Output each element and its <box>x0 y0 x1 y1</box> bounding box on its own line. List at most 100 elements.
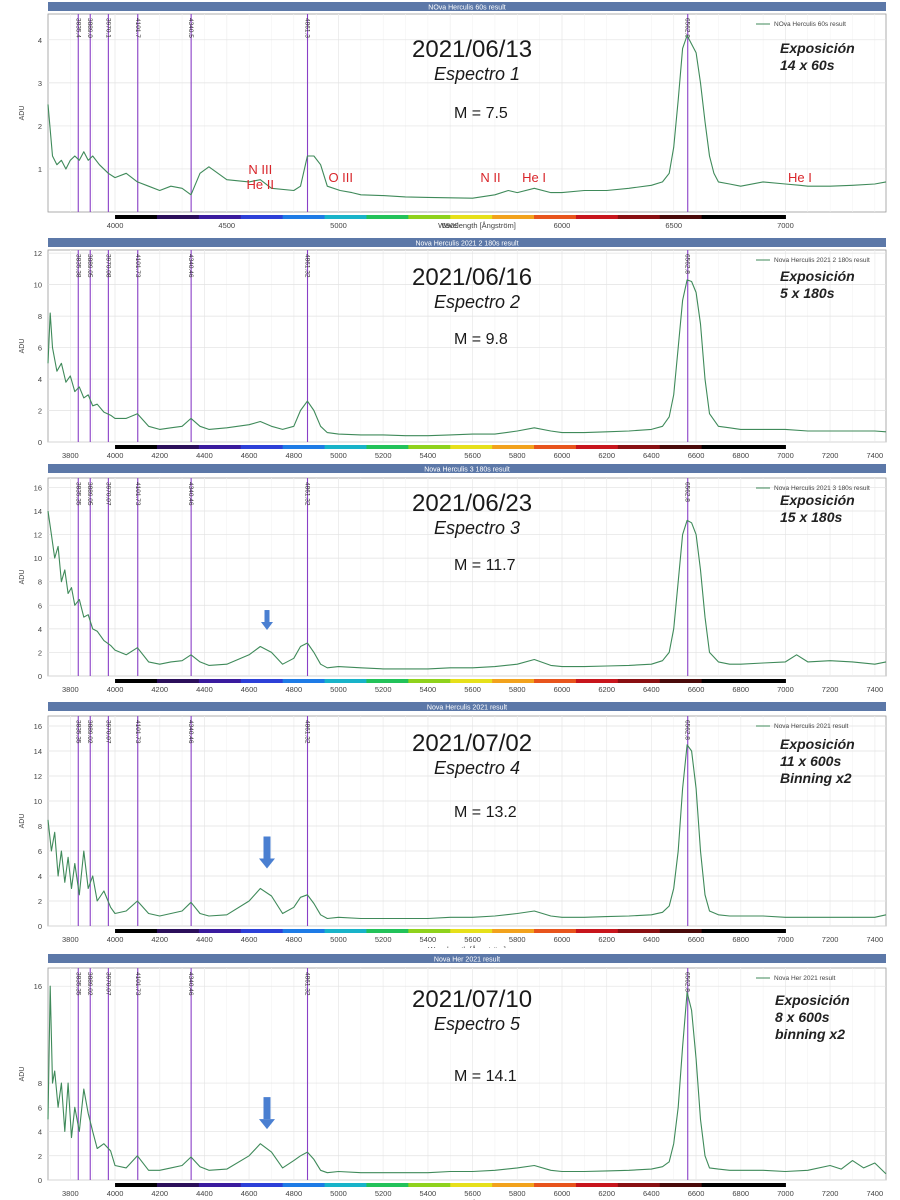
x-tick-label: 6400 <box>643 685 660 694</box>
wavelength-color-bar-segment <box>617 215 661 219</box>
spectrum-panel-1: NOva Herculis 60s result 4000 4500 5000 5500… <box>0 0 900 232</box>
x-tick-label: 5600 <box>464 685 481 694</box>
y-tick-label: 12 <box>34 772 42 781</box>
wavelength-color-bar-segment <box>115 215 158 219</box>
x-axis-label: Wavelength [Ångström] <box>438 221 516 230</box>
wavelength-color-bar-segment <box>408 215 451 219</box>
magnitude-label: M = 9.8 <box>454 331 508 348</box>
wavelength-color-bar-segment <box>492 929 535 933</box>
observation-date: 2021/06/13 <box>412 36 533 63</box>
x-tick-label: 5000 <box>330 451 347 460</box>
plot-area <box>47 967 887 1181</box>
wavelength-color-bar-segment <box>575 215 619 219</box>
y-tick-label: 14 <box>34 507 42 516</box>
wavelength-color-bar-segment <box>701 215 745 219</box>
wavelength-color-bar-segment <box>534 929 577 933</box>
x-tick-label: 3800 <box>62 1189 79 1198</box>
x-tick-label: 4600 <box>241 1189 258 1198</box>
y-tick-label: 1 <box>38 165 42 174</box>
wavelength-color-bar-segment <box>198 215 242 219</box>
x-tick-label: 5800 <box>509 451 526 460</box>
spectral-line-label: 4101.73 <box>134 972 141 996</box>
wavelength-color-bar-segment <box>659 215 703 219</box>
x-tick-label: 5000 <box>330 221 347 230</box>
spectrum-series-line <box>47 34 887 199</box>
x-tick-label: 6600 <box>688 451 705 460</box>
y-axis-label: ADU <box>19 570 26 585</box>
wavelength-color-bar-segment <box>492 679 535 683</box>
y-axis-label: ADU <box>19 339 26 354</box>
x-tick-label: 6800 <box>732 935 749 944</box>
spectrum-panel-4: Nova Herculis 2021 result 3800 4000 4200 440… <box>0 700 900 948</box>
spectrum-series-line <box>47 985 887 1175</box>
x-tick-label: 5800 <box>509 1189 526 1198</box>
x-tick-label: 5600 <box>464 451 481 460</box>
emission-arrow <box>258 1097 275 1130</box>
x-tick-label: 7400 <box>866 451 883 460</box>
spectrum-series-line <box>47 279 887 437</box>
x-tick-label: 5600 <box>464 935 481 944</box>
spectrum-title: Espectro 4 <box>434 758 521 778</box>
exposure-note: Exposición 11 x 600s Binning x2 <box>780 736 855 786</box>
wavelength-color-bar-segment <box>240 679 284 683</box>
x-tick-label: 6000 <box>554 451 571 460</box>
x-tick-label: 7200 <box>822 1189 839 1198</box>
x-tick-label: 6200 <box>598 1189 615 1198</box>
spectrum-chart-4: Nova Herculis 2021 result 3800 4000 4200 440… <box>19 702 887 948</box>
spectral-line-label: 3970.07 <box>104 482 111 506</box>
ion-label: O III <box>328 170 354 185</box>
wavelength-color-bar-segment <box>617 1183 661 1187</box>
spectrum-panel-3: Nova Herculis 3 180s result 3800 4000 4200 4… <box>0 462 900 694</box>
x-tick-label: 6800 <box>732 1189 749 1198</box>
wavelength-color-bar-segment <box>575 929 619 933</box>
x-tick-label: 6600 <box>688 685 705 694</box>
x-tick-label: 5400 <box>420 451 437 460</box>
y-tick-label: 0 <box>38 922 42 931</box>
spectral-line-label: 4101.73 <box>134 254 141 278</box>
spectral-line-label: 6562.8 <box>684 482 691 502</box>
x-tick-label: 6400 <box>643 935 660 944</box>
wavelength-color-bar-segment <box>366 445 409 449</box>
y-tick-label: 10 <box>34 797 42 806</box>
exposure-note: Exposición 8 x 600s binning x2 <box>775 992 850 1042</box>
window-title: Nova Her 2021 result <box>434 957 500 964</box>
x-tick-label: 5500 <box>442 221 459 230</box>
wavelength-color-bar-segment <box>156 929 200 933</box>
y-tick-label: 16 <box>34 722 42 731</box>
observation-date: 2021/06/23 <box>412 490 533 517</box>
wavelength-color-bar-segment <box>492 215 535 219</box>
x-tick-label: 4400 <box>196 685 213 694</box>
y-tick-label: 4 <box>38 36 42 45</box>
spectrum-chart-2: Nova Herculis 2021 2 180s result 3800 4000… <box>19 238 887 460</box>
spectral-line-label: 4861.32 <box>304 720 311 744</box>
wavelength-color-bar-segment <box>324 445 367 449</box>
observation-date: 2021/06/16 <box>412 264 533 291</box>
x-tick-label: 7000 <box>777 1189 794 1198</box>
wavelength-color-bar-segment <box>701 679 745 683</box>
wavelength-color-bar-segment <box>198 445 242 449</box>
window-title: Nova Herculis 3 180s result <box>424 467 510 474</box>
magnitude-label: M = 13.2 <box>454 804 517 821</box>
x-tick-label: 4000 <box>107 685 124 694</box>
x-tick-label: 4800 <box>285 1189 302 1198</box>
plot-area <box>47 249 887 443</box>
wavelength-color-bar-segment <box>659 679 703 683</box>
y-tick-label: 12 <box>34 531 42 540</box>
y-tick-label: 2 <box>38 648 42 657</box>
spectral-line-label: 3970.1 <box>104 18 111 38</box>
spectrum-panel-2: Nova Herculis 2021 2 180s result 3800 4000… <box>0 236 900 460</box>
wavelength-color-bar-segment <box>659 1183 703 1187</box>
x-tick-label: 4400 <box>196 1189 213 1198</box>
wavelength-color-bar-segment <box>366 1183 409 1187</box>
spectrum-title: Espectro 5 <box>434 1014 521 1034</box>
y-tick-label: 16 <box>34 982 42 991</box>
magnitude-label: M = 14.1 <box>454 1068 517 1085</box>
x-tick-label: 4800 <box>285 935 302 944</box>
x-tick-label: 4400 <box>196 451 213 460</box>
legend-label: Nova Herculis 2021 result <box>774 723 849 730</box>
spectral-line-label: 3835.35 <box>74 482 81 506</box>
x-axis-label: Wavelength [Ångström] <box>428 945 506 948</box>
x-tick-label: 5400 <box>420 1189 437 1198</box>
wavelength-color-bar-segment <box>659 445 703 449</box>
